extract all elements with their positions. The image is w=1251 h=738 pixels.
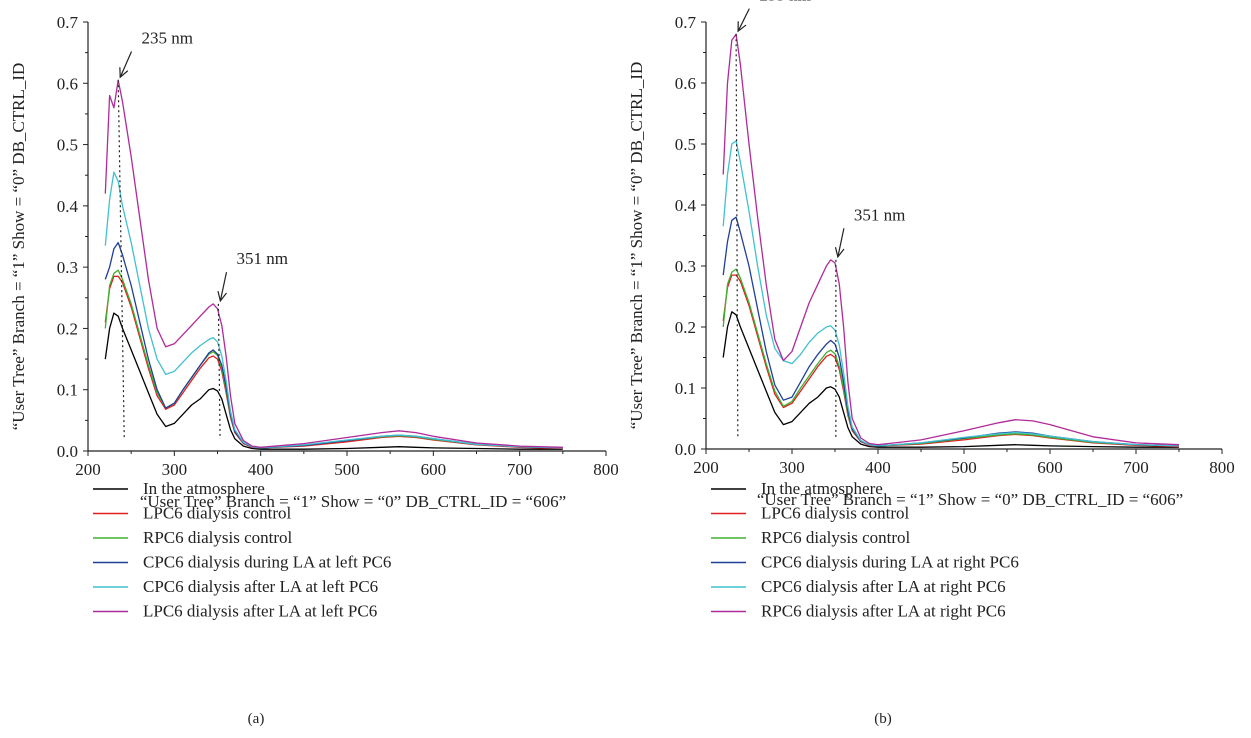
x-tick-label: 400 [865, 458, 891, 477]
legend-label: CPC6 dialysis during LA at right PC6 [761, 553, 1019, 572]
panel-label: (a) [248, 711, 265, 727]
x-tick-label: 400 [248, 460, 274, 479]
y-tick-label: 0.5 [57, 136, 78, 155]
y-tick-label: 0.3 [675, 257, 696, 276]
peak-arrow [119, 51, 133, 78]
legend-label: CPC6 dialysis after LA at right PC6 [761, 577, 1006, 596]
x-tick-label: 600 [1037, 458, 1063, 477]
panel-b: 200 300 400 500 600 700 800 0.0 0.1 0.2 0.3 0.4 0.5 0… [627, 0, 1235, 727]
peak-annotation-label: 351 nm [236, 249, 287, 268]
x-axis-label: “User Tree” Branch = “1” Show = “0” DB_C… [757, 490, 1183, 509]
y-tick-label: 0.7 [675, 13, 697, 32]
y-tick-label: 0.2 [675, 318, 696, 337]
legend-label: LPC6 dialysis after LA at left PC6 [143, 602, 377, 621]
series-line-3 [104, 269, 563, 449]
peak-guide-line [735, 34, 739, 438]
panel-a: 200 300 400 500 600 700 800 0.0 0.1 0.2 0.3 0.4 0.5 0… [9, 13, 619, 727]
peak-arrowhead [737, 21, 747, 33]
y-tick-label: 0.2 [57, 319, 78, 338]
y-tick-label: 0.0 [675, 440, 696, 459]
y-tick-label: 0.5 [675, 135, 696, 154]
legend-label: CPC6 dialysis during LA at left PC6 [143, 553, 391, 572]
x-tick-label: 800 [1209, 458, 1235, 477]
x-tick-label: 300 [779, 458, 805, 477]
series-line-5 [722, 140, 1180, 447]
series-line-3 [722, 268, 1180, 447]
x-tick-label: 200 [693, 458, 719, 477]
legend-label: In the atmosphere [143, 479, 265, 498]
legend-label: RPC6 dialysis control [761, 528, 911, 547]
peak-arrowhead [217, 291, 227, 303]
y-tick-label: 0.3 [57, 258, 78, 277]
y-tick-label: 0.1 [675, 379, 696, 398]
peak-arrowhead [834, 247, 845, 259]
x-tick-label: 200 [75, 460, 101, 479]
x-tick-label: 700 [507, 460, 533, 479]
x-tick-label: 500 [951, 458, 977, 477]
peak-annotation-label: 351 nm [854, 205, 905, 224]
x-tick-label: 800 [593, 460, 619, 479]
series-line-5 [104, 171, 563, 449]
peak-arrow [737, 8, 750, 32]
y-tick-label: 0.0 [57, 442, 78, 461]
series-line-4 [722, 216, 1180, 447]
y-axis-label: “User Tree” Branch = “1” Show = “0” DB_C… [627, 62, 646, 430]
y-tick-label: 0.4 [57, 197, 79, 216]
legend-label: In the atmosphere [761, 479, 883, 498]
y-axis-label: “User Tree” Branch = “1” Show = “0” DB_C… [9, 63, 28, 431]
panel-label: (b) [874, 711, 892, 727]
y-tick-label: 0.1 [57, 381, 78, 400]
y-tick-label: 0.6 [57, 74, 78, 93]
x-tick-label: 500 [334, 460, 360, 479]
series-line-6 [104, 79, 563, 448]
legend-label: LPC6 dialysis control [143, 504, 292, 523]
y-tick-label: 0.6 [675, 74, 696, 93]
y-tick-label: 0.7 [57, 13, 79, 32]
x-tick-label: 600 [421, 460, 447, 479]
legend-label: CPC6 dialysis after LA at left PC6 [143, 577, 378, 596]
x-tick-label: 300 [162, 460, 188, 479]
series-line-1 [104, 312, 563, 450]
peak-annotation-label: 235 nm [759, 0, 810, 5]
peak-arrowhead [119, 67, 129, 79]
legend-label: RPC6 dialysis after LA at right PC6 [761, 602, 1006, 621]
x-tick-label: 700 [1123, 458, 1149, 477]
legend-label: LPC6 dialysis control [761, 504, 910, 523]
peak-arrow [219, 271, 228, 302]
peak-arrow [837, 228, 845, 258]
peak-annotation-label: 235 nm [142, 28, 193, 47]
series-line-1 [722, 311, 1179, 448]
series-line-2 [722, 274, 1180, 448]
series-line-4 [104, 241, 563, 449]
legend-label: RPC6 dialysis control [143, 528, 293, 547]
x-axis-label: “User Tree” Branch = “1” Show = “0” DB_C… [140, 492, 566, 511]
peak-guide-line [217, 303, 221, 440]
series-line-6 [722, 33, 1180, 446]
series-line-2 [104, 275, 563, 450]
y-tick-label: 0.4 [675, 196, 697, 215]
